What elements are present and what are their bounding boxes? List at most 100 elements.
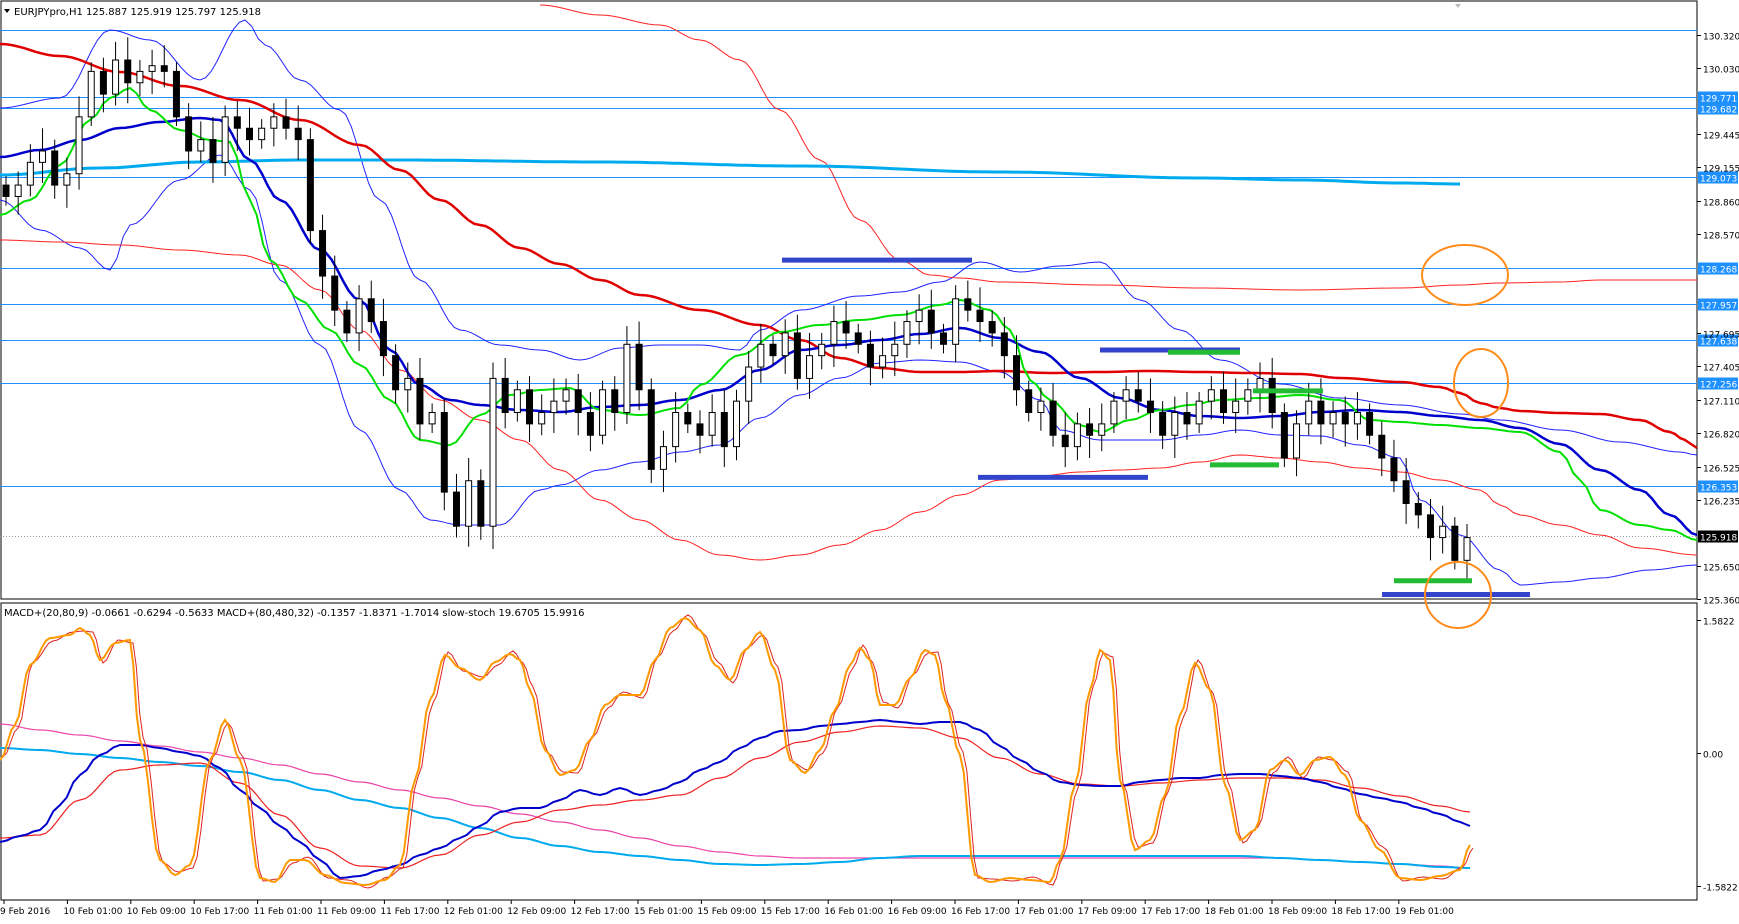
price-tick-label: 126.235 bbox=[1703, 498, 1739, 508]
candle-body bbox=[440, 412, 448, 493]
symbol-header: EURJPYpro,H1 bbox=[14, 7, 83, 18]
candle-body bbox=[258, 127, 266, 141]
candle-body bbox=[392, 355, 400, 391]
candle-body bbox=[854, 332, 862, 345]
candle-body bbox=[1061, 434, 1069, 448]
candle-body bbox=[416, 377, 424, 425]
candle-body bbox=[939, 332, 947, 345]
indicator-header: MACD+(20,80,9) -0.0661 -0.6294 -0.5633 M… bbox=[4, 608, 584, 619]
candle-body bbox=[513, 389, 521, 414]
envelope-bands bbox=[0, 4, 1698, 586]
chart-scroll-marker-icon bbox=[1455, 4, 1461, 8]
level-label-box bbox=[1698, 171, 1738, 184]
candle-body bbox=[538, 412, 546, 425]
candle-body bbox=[148, 65, 156, 72]
price-tick-label: 130.030 bbox=[1703, 66, 1739, 76]
candle-body bbox=[1134, 389, 1142, 402]
candle-body bbox=[1207, 389, 1215, 402]
main-panel-frame bbox=[0, 0, 1698, 600]
candle-body bbox=[294, 127, 302, 141]
candle-body bbox=[63, 173, 71, 186]
long-ma-line bbox=[0, 158, 1460, 186]
candle-body bbox=[903, 321, 911, 345]
highlight-circle bbox=[1421, 244, 1509, 306]
level-label: 127.638 bbox=[1700, 338, 1737, 348]
candle-body bbox=[1122, 389, 1130, 402]
candle-body bbox=[1305, 400, 1313, 425]
indicator-tick-label: 1.5822 bbox=[1703, 618, 1735, 628]
candle-body bbox=[1183, 412, 1191, 425]
candle-body bbox=[830, 321, 838, 345]
candle-body bbox=[306, 139, 314, 232]
level-label: 129.771 bbox=[1700, 95, 1737, 105]
candle-body bbox=[1463, 537, 1471, 561]
time-tick-label: 11 Feb 09:00 bbox=[317, 907, 376, 917]
candle-body bbox=[1159, 412, 1167, 436]
candlesticks bbox=[2, 37, 1471, 579]
candle-body bbox=[879, 355, 887, 368]
candle-body bbox=[379, 321, 387, 357]
candle-body bbox=[1049, 400, 1057, 436]
candle-body bbox=[1317, 400, 1325, 425]
candle-body bbox=[586, 412, 594, 436]
price-tick-label: 127.695 bbox=[1703, 331, 1739, 341]
highlight-circle bbox=[1424, 561, 1492, 629]
candle-body bbox=[1000, 332, 1008, 357]
candle-body bbox=[452, 491, 460, 527]
candle-body bbox=[562, 389, 570, 402]
candle-body bbox=[1037, 400, 1045, 414]
candle-body bbox=[781, 332, 789, 357]
current-price-label: 125.918 bbox=[1700, 534, 1737, 544]
candle-body bbox=[112, 59, 120, 95]
indicator-tick-label: 0.00 bbox=[1703, 751, 1723, 761]
level-label-box bbox=[1698, 480, 1738, 493]
price-tick-label: 126.820 bbox=[1703, 431, 1739, 441]
time-tick-label: 17 Feb 09:00 bbox=[1078, 907, 1137, 917]
candle-body bbox=[769, 343, 777, 357]
level-label-box bbox=[1698, 102, 1738, 115]
candle-body bbox=[1025, 389, 1033, 414]
time-tick-label: 17 Feb 17:00 bbox=[1141, 907, 1200, 917]
candle-body bbox=[1073, 423, 1081, 448]
time-tick-label: 11 Feb 17:00 bbox=[380, 907, 439, 917]
time-tick-label: 16 Feb 01:00 bbox=[824, 907, 883, 917]
dropdown-triangle-icon[interactable] bbox=[4, 9, 10, 13]
candle-body bbox=[246, 127, 253, 141]
candle-body bbox=[635, 343, 643, 391]
candle-body bbox=[818, 343, 826, 357]
candle-body bbox=[745, 366, 753, 402]
level-label-box bbox=[1698, 334, 1738, 347]
candle-body bbox=[793, 332, 801, 379]
time-tick-label: 16 Feb 09:00 bbox=[888, 907, 947, 917]
candle-body bbox=[367, 298, 375, 323]
time-tick-label: 11 Feb 01:00 bbox=[254, 907, 313, 917]
time-tick-label: 12 Feb 17:00 bbox=[571, 907, 630, 917]
candle-body bbox=[1146, 400, 1154, 414]
ohlc-header: 125.887 125.919 125.797 125.918 bbox=[86, 7, 261, 18]
candle-body bbox=[550, 400, 558, 414]
time-tick-label: 15 Feb 01:00 bbox=[634, 907, 693, 917]
candle-body bbox=[733, 400, 740, 448]
time-tick-label: 17 Feb 01:00 bbox=[1014, 907, 1073, 917]
candle-body bbox=[1013, 355, 1021, 391]
candle-body bbox=[185, 116, 193, 152]
current-price-box bbox=[1698, 530, 1738, 543]
candle-body bbox=[124, 59, 132, 84]
candle-body bbox=[659, 446, 667, 470]
candle-body bbox=[343, 309, 351, 334]
red-band-lower bbox=[0, 239, 1698, 561]
time-tick-label: 15 Feb 09:00 bbox=[697, 907, 756, 917]
time-tick-label: 18 Feb 17:00 bbox=[1331, 907, 1390, 917]
candle-body bbox=[1439, 525, 1447, 539]
candle-body bbox=[282, 116, 290, 129]
candle-body bbox=[866, 343, 874, 368]
candle-body bbox=[221, 116, 229, 163]
candle-body bbox=[428, 412, 436, 425]
candle-body bbox=[1353, 412, 1361, 425]
candle-body bbox=[1268, 377, 1276, 414]
time-tick-label: 10 Feb 01:00 bbox=[63, 907, 122, 917]
blue-band-upper bbox=[0, 19, 1698, 456]
candle-body bbox=[1378, 434, 1386, 459]
candle-body bbox=[526, 389, 534, 425]
